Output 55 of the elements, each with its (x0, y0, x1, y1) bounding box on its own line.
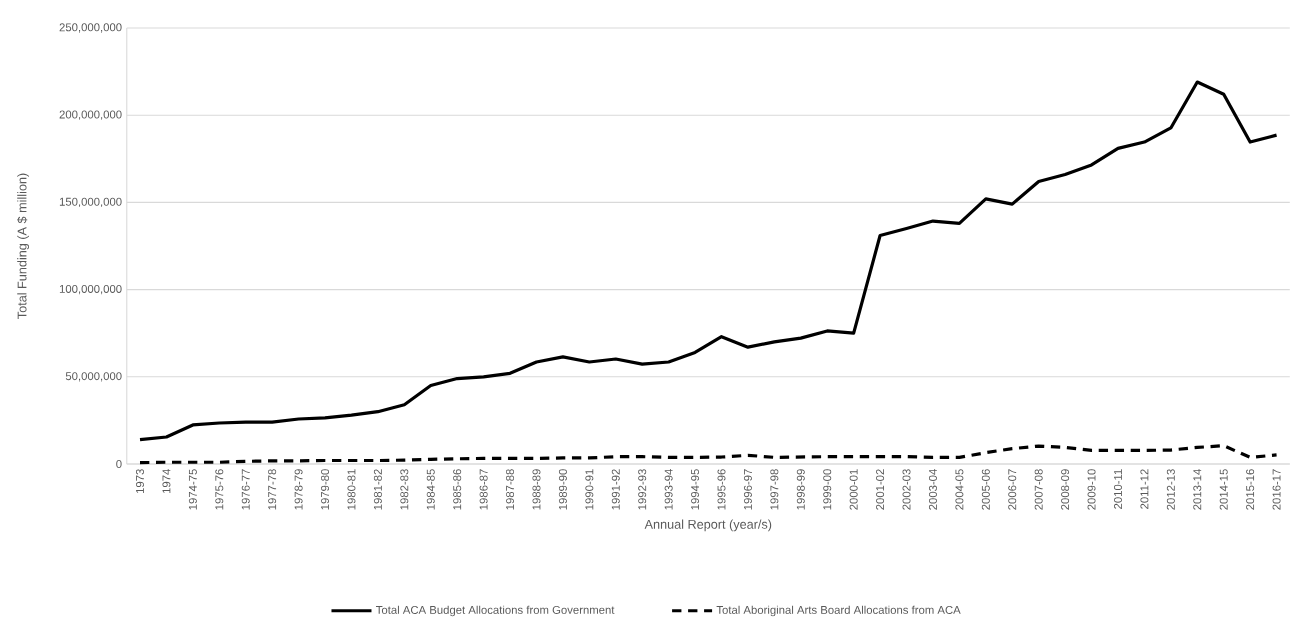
x-tick-label: 1991-92 (611, 469, 620, 510)
x-tick-label: 1999-00 (823, 469, 832, 510)
y-tick-label: 50,000,000 (65, 372, 122, 382)
x-tick-label: 1982-83 (400, 469, 409, 510)
legend-label: Total Aboriginal Arts Board Allocations from ACA (716, 605, 961, 617)
y-tick-label: 250,000,000 (59, 23, 122, 33)
x-axis-title: Annual Report (year/s) (644, 519, 772, 532)
x-tick-label: 2009-10 (1087, 469, 1096, 510)
x-tick-label: 2010-11 (1113, 469, 1122, 509)
x-tick-label: 2013-14 (1193, 469, 1202, 510)
y-tick-label: 100,000,000 (59, 284, 122, 295)
x-tick-label: 2001-02 (876, 469, 885, 510)
x-tick-label: 2007-08 (1034, 469, 1043, 510)
x-tick-label: 1973 (136, 469, 145, 494)
x-tick-label: 1986-87 (479, 469, 488, 510)
x-tick-label: 1995-96 (717, 469, 726, 510)
x-tick-label: 1981-82 (373, 469, 382, 510)
x-tick-label: 1997-98 (770, 469, 779, 510)
x-tick-label: 1974 (162, 469, 171, 494)
y-tick-label: 150,000,000 (59, 197, 122, 208)
y-tick-label: 200,000,000 (59, 110, 122, 120)
x-tick-label: 2002-03 (902, 469, 911, 510)
y-tick-label: 0 (116, 460, 122, 469)
x-tick-label: 1992-93 (638, 469, 647, 510)
line-series (138, 80, 1279, 442)
x-tick-label: 1993-94 (664, 469, 673, 510)
x-tick-label: 1980-81 (347, 469, 356, 510)
x-tick-label: 1998-99 (796, 469, 805, 510)
x-tick-label: 1979-80 (321, 469, 330, 510)
x-tick-label: 1974-75 (188, 469, 197, 510)
x-tick-label: 2012-13 (1166, 469, 1175, 510)
x-tick-label: 2016-17 (1272, 469, 1281, 510)
x-tick-label: 1988-89 (532, 469, 541, 510)
x-tick-label: 1990-91 (585, 469, 594, 510)
x-tick-label: 2014-15 (1219, 469, 1228, 510)
x-tick-label: 1985-86 (453, 469, 462, 510)
x-tick-label: 1976-77 (241, 469, 250, 510)
x-tick-label: 2003-04 (928, 469, 937, 510)
x-tick-label: 1975-76 (215, 469, 224, 510)
x-tick-label: 1978-79 (294, 469, 303, 510)
x-tick-label: 2011-12 (1140, 469, 1149, 509)
x-tick-label: 1977-78 (268, 469, 277, 510)
x-tick-label: 2008-09 (1061, 469, 1070, 510)
x-tick-label: 1994-95 (691, 469, 700, 510)
y-axis-title: Total Funding (A $ million) (17, 173, 30, 319)
x-tick-label: 1987-88 (506, 469, 515, 510)
x-tick-label: 2005-06 (981, 469, 990, 510)
x-tick-label: 2004-05 (955, 469, 964, 510)
legend-label: Total ACA Budget Allocations from Government (376, 605, 615, 617)
x-tick-label: 2006-07 (1008, 469, 1017, 510)
x-tick-label: 2000-01 (849, 469, 858, 510)
x-tick-label: 1989-90 (558, 469, 567, 510)
x-tick-label: 2015-16 (1246, 469, 1255, 510)
x-tick-label: 1984-85 (426, 469, 435, 510)
x-tick-label: 1996-97 (743, 469, 752, 510)
